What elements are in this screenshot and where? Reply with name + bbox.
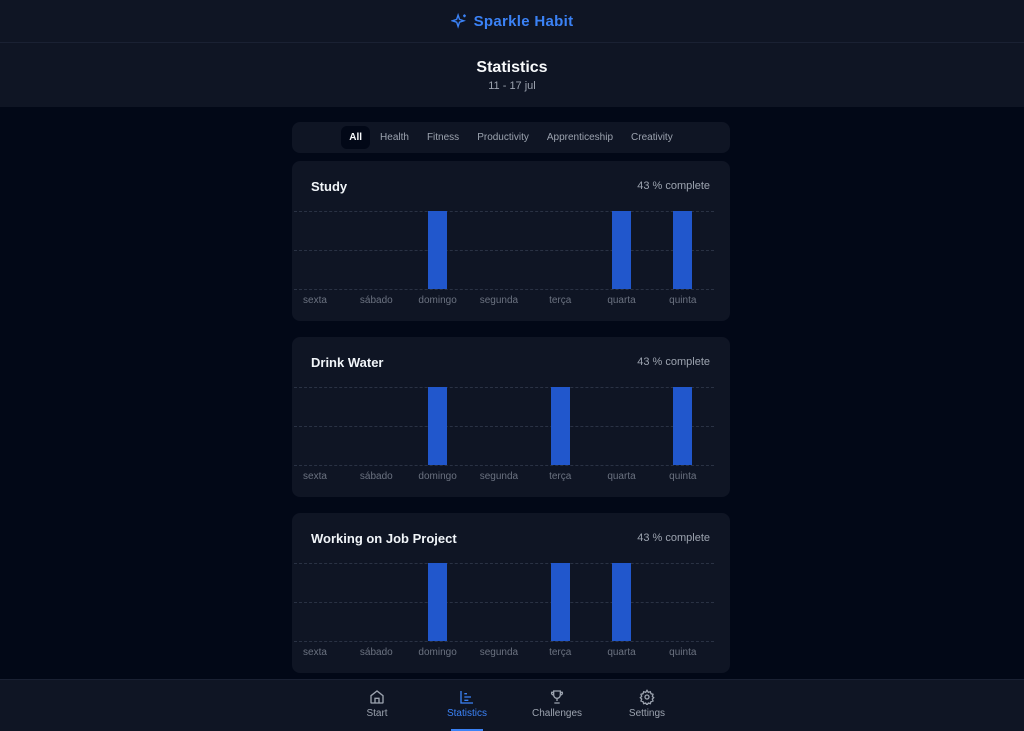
bar-chart-icon	[460, 691, 473, 704]
tab-all[interactable]: All	[341, 126, 371, 149]
habit-card: Drink Water 43 % complete sexta sábado domi…	[292, 337, 730, 497]
day-label: sexta	[303, 471, 327, 482]
page-title: Statistics	[476, 59, 548, 76]
bar-domingo	[428, 387, 448, 465]
bar-quarta	[612, 563, 631, 641]
gridline	[294, 641, 714, 642]
tab-apprenticeship[interactable]: Apprenticeship	[546, 132, 614, 143]
day-label: quarta	[607, 647, 636, 658]
habit-card: Working on Job Project 43 % complete sext…	[292, 513, 730, 673]
bottom-nav: Start Statistics Challenges Settings	[0, 679, 1024, 731]
gridline	[294, 602, 714, 603]
gear-icon	[639, 689, 655, 705]
day-label: sexta	[303, 295, 327, 306]
date-range: 11 - 17 jul	[488, 80, 536, 92]
day-label: quinta	[669, 471, 697, 482]
day-label: quinta	[669, 295, 697, 306]
habit-name: Study	[311, 179, 348, 194]
habit-name: Drink Water	[311, 355, 384, 370]
tab-productivity[interactable]: Productivity	[477, 132, 529, 143]
day-label: quarta	[607, 295, 636, 306]
bar-quarta	[612, 211, 631, 289]
bar-quinta	[673, 387, 693, 465]
app-header: Sparkle Habit	[0, 0, 1024, 43]
category-tabs: All Health Fitness Productivity Apprenti…	[292, 122, 730, 153]
app-name: Sparkle Habit	[473, 12, 574, 30]
gridline	[294, 563, 714, 564]
habit-progress: 43 % complete	[637, 356, 710, 368]
sparkles-icon	[450, 12, 466, 29]
gridline	[294, 426, 714, 427]
day-label: terça	[549, 471, 572, 482]
nav-statistics[interactable]: Statistics	[422, 680, 512, 731]
tab-creativity[interactable]: Creativity	[631, 132, 673, 143]
day-label: domingo	[418, 647, 457, 658]
habit-progress: 43 % complete	[637, 180, 710, 192]
day-label: sábado	[359, 647, 393, 658]
gridline	[294, 250, 714, 251]
gridline	[294, 465, 714, 466]
nav-label: Start	[366, 708, 388, 719]
bar-domingo	[428, 211, 448, 289]
day-label: segunda	[479, 647, 519, 658]
habit-progress: 43 % complete	[637, 532, 710, 544]
bar-quinta	[673, 211, 693, 289]
day-label: quarta	[607, 471, 636, 482]
page-header: Statistics 11 - 17 jul	[0, 43, 1024, 107]
nav-label: Challenges	[531, 708, 583, 719]
bar-terça	[550, 387, 570, 465]
day-label: sexta	[303, 647, 327, 658]
trophy-icon	[550, 690, 564, 704]
home-icon	[370, 690, 384, 704]
day-label: segunda	[479, 295, 519, 306]
nav-start[interactable]: Start	[332, 680, 422, 731]
day-label: sábado	[359, 471, 393, 482]
day-label: terça	[549, 647, 572, 658]
day-label: domingo	[418, 295, 457, 306]
gridline	[294, 289, 714, 290]
day-label: quinta	[669, 647, 697, 658]
day-label: domingo	[418, 471, 457, 482]
nav-settings[interactable]: Settings	[602, 680, 692, 731]
bar-domingo	[428, 563, 448, 641]
nav-label: Statistics	[446, 708, 487, 719]
day-label: segunda	[479, 471, 519, 482]
tab-health[interactable]: Health	[380, 132, 409, 143]
bar-terça	[550, 563, 570, 641]
nav-challenges[interactable]: Challenges	[512, 680, 602, 731]
gridline	[294, 211, 714, 212]
tab-fitness[interactable]: Fitness	[426, 132, 460, 143]
gridline	[294, 387, 714, 388]
nav-label: Settings	[628, 708, 666, 719]
habit-name: Working on Job Project	[311, 531, 457, 546]
habit-card: Study 43 % complete sexta sábado domingo seg…	[292, 161, 730, 321]
day-label: sábado	[359, 295, 393, 306]
day-label: terça	[549, 295, 572, 306]
